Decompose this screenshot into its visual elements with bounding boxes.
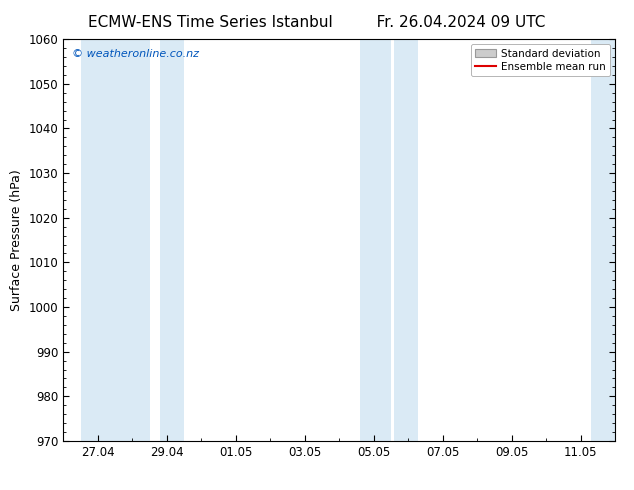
Bar: [360, 39, 391, 441]
Text: © weatheronline.co.nz: © weatheronline.co.nz: [72, 49, 198, 59]
Y-axis label: Surface Pressure (hPa): Surface Pressure (hPa): [10, 169, 23, 311]
Bar: [81, 39, 150, 441]
Text: ECMW-ENS Time Series Istanbul         Fr. 26.04.2024 09 UTC: ECMW-ENS Time Series Istanbul Fr. 26.04.…: [88, 15, 546, 30]
Bar: [394, 39, 418, 441]
Legend: Standard deviation, Ensemble mean run: Standard deviation, Ensemble mean run: [470, 45, 610, 76]
Bar: [160, 39, 184, 441]
Bar: [591, 39, 615, 441]
